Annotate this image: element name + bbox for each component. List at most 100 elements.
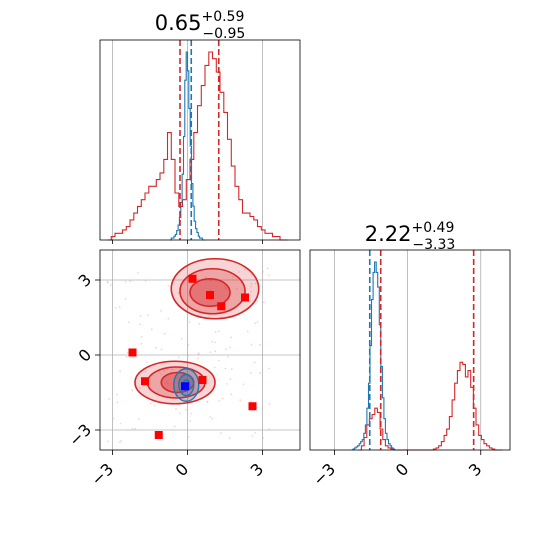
joint-sample-point	[230, 368, 233, 370]
joint-sample-point	[209, 351, 212, 354]
param2-histogram-panel: 2.22+0.49 −3.33 −3 0 3	[309, 220, 511, 490]
joint-sample-point	[214, 330, 217, 333]
joint-x-ticklabel-1: 0	[172, 459, 193, 480]
param2-blue-histogram	[351, 261, 398, 451]
joint-frame	[99, 249, 301, 451]
joint-sample-point	[226, 382, 228, 385]
joint-sample-point	[268, 403, 271, 405]
param2-title-minus: −3.33	[412, 237, 455, 253]
joint-sample-point	[140, 336, 143, 338]
param1-title: 0.65+0.59 −0.95	[155, 9, 246, 42]
joint-sample-point	[124, 298, 127, 301]
param2-x-ticklabel-1: 0	[392, 459, 413, 480]
joint-red-marker	[128, 348, 137, 357]
param1-frame	[99, 39, 301, 241]
joint-sample-point	[210, 280, 212, 283]
joint-sample-point	[259, 372, 262, 374]
joint-sample-point	[125, 355, 128, 358]
joint-sample-point	[231, 276, 234, 278]
joint-sample-point	[254, 282, 257, 285]
joint-distribution-panel: −3 0 3 −3 0 3	[65, 249, 301, 490]
joint-sample-point	[250, 343, 253, 346]
joint-sample-point	[137, 418, 140, 421]
joint-sample-point	[253, 361, 256, 364]
joint-sample-point	[139, 323, 142, 326]
joint-sample-point	[262, 301, 265, 304]
joint-sample-point	[246, 330, 249, 333]
joint-sample-point	[180, 337, 183, 340]
joint-sample-point	[171, 368, 173, 371]
param2-title: 2.22+0.49 −3.33	[365, 220, 456, 253]
joint-sample-point	[224, 367, 227, 370]
joint-sample-point	[167, 285, 170, 287]
param1-title-minus: −0.95	[202, 26, 245, 42]
joint-sample-point	[254, 322, 257, 325]
joint-sample-point	[254, 431, 257, 434]
joint-sample-point	[112, 417, 115, 420]
joint-sample-point	[229, 378, 232, 380]
joint-sample-point	[267, 274, 270, 277]
joint-sample-point	[250, 285, 253, 288]
joint-sample-point	[228, 437, 231, 439]
joint-sample-point	[119, 370, 122, 373]
joint-sample-point	[144, 370, 147, 373]
joint-sample-point	[189, 420, 192, 423]
joint-red-marker	[217, 302, 226, 311]
joint-sample-point	[128, 280, 131, 283]
joint-sample-point	[146, 314, 149, 317]
joint-sample-point	[126, 351, 129, 354]
joint-sample-point	[227, 355, 229, 358]
joint-sample-point	[258, 344, 261, 346]
joint-sample-point	[160, 373, 163, 375]
param2-frame	[309, 249, 511, 451]
joint-red-marker	[141, 377, 149, 386]
joint-sample-point	[144, 279, 147, 282]
joint-sample-point	[217, 330, 220, 333]
joint-sample-point	[220, 432, 222, 434]
joint-sample-point	[149, 402, 152, 405]
joint-sample-point	[250, 290, 252, 293]
joint-sample-point	[196, 357, 199, 360]
joint-sample-point	[188, 321, 191, 323]
joint-sample-point	[190, 412, 193, 415]
joint-sample-point	[187, 355, 190, 357]
joint-sample-point	[239, 399, 242, 402]
joint-sample-point	[127, 321, 130, 324]
joint-sample-point	[256, 300, 259, 303]
param2-x-ticklabel-2: 3	[465, 459, 486, 480]
joint-red-marker	[241, 293, 249, 302]
joint-sample-point	[160, 309, 162, 312]
joint-sample-point	[209, 288, 212, 291]
joint-sample-point	[230, 336, 233, 339]
param1-red-histogram	[107, 51, 288, 241]
joint-x-ticklabel-0: −3	[87, 459, 117, 489]
joint-sample-point	[249, 371, 252, 374]
param1-histogram-panel: 0.65+0.59 −0.95	[99, 9, 301, 244]
param2-title-plus: +0.49	[411, 220, 454, 236]
joint-sample-point	[198, 322, 201, 325]
joint-sample-point	[153, 404, 156, 407]
joint-red-marker	[248, 402, 257, 411]
joint-sample-point	[266, 267, 269, 270]
joint-sample-point	[206, 401, 209, 403]
joint-sample-point	[262, 270, 264, 273]
joint-sample-point	[131, 427, 134, 430]
joint-sample-point	[116, 401, 119, 404]
joint-sample-point	[175, 407, 177, 410]
joint-sample-point	[120, 439, 123, 442]
param2-x-ticklabel-0: −3	[309, 459, 339, 489]
joint-sample-point	[179, 412, 181, 415]
joint-y-ticklabel-2: 3	[75, 270, 96, 291]
joint-sample-point	[268, 428, 270, 431]
joint-sample-point	[137, 272, 139, 274]
joint-sample-point	[268, 367, 270, 370]
joint-sample-point	[214, 341, 216, 344]
joint-sample-point	[106, 280, 109, 283]
joint-sample-point	[163, 370, 165, 373]
joint-red-marker	[206, 291, 214, 299]
joint-sample-point	[108, 398, 111, 400]
param1-blue-histogram	[170, 51, 205, 241]
joint-y-ticklabel-1: 0	[75, 345, 96, 366]
param1-title-value: 0.65	[155, 11, 202, 35]
joint-sample-point	[167, 382, 169, 385]
